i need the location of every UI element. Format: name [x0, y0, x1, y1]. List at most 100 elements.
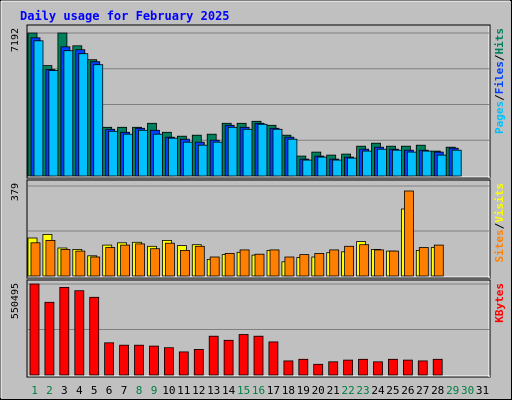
legend-entry: Visits	[493, 183, 506, 223]
day-label: 12	[192, 384, 205, 397]
bar-sites-day-23	[359, 244, 370, 277]
bar-kbytes-day-8	[134, 344, 144, 376]
day-label: 6	[106, 384, 113, 397]
bar-sites-day-19	[299, 254, 310, 277]
bar-kbytes-day-3	[59, 286, 70, 376]
day-label: 3	[61, 384, 68, 397]
day-label: 27	[416, 384, 429, 397]
y-max-label: 550495	[10, 283, 21, 319]
day-label: 26	[401, 384, 414, 397]
bar-kbytes-day-15	[238, 334, 249, 376]
legend-entry: KBytes	[493, 283, 506, 323]
bar-pages-day-14	[227, 126, 238, 177]
bar-sites-day-21	[329, 249, 340, 277]
bar-pages-day-1	[33, 40, 44, 177]
bar-sites-day-18	[284, 256, 295, 277]
bar-pages-day-4	[78, 53, 89, 177]
bar-pages-day-13	[212, 141, 223, 177]
legend-entry: Files	[493, 61, 506, 94]
bar-pages-day-11	[182, 141, 193, 177]
day-label: 17	[267, 384, 280, 397]
bar-kbytes-day-9	[149, 345, 159, 376]
bar-kbytes-day-20	[313, 363, 324, 376]
bar-pages-day-18	[287, 138, 298, 177]
bar-kbytes-day-4	[74, 290, 85, 376]
day-label: 24	[371, 384, 385, 397]
bar-kbytes-day-24	[373, 361, 383, 376]
day-label: 22	[341, 384, 354, 397]
x-axis-day-labels: 1 2 3 4 5 6 7 8 9 10 11 12 13 14 15 16 17 18 19 20 21 22 23 24 2…	[31, 384, 489, 397]
bar-pages-day-28	[436, 154, 447, 177]
day-label: 4	[76, 384, 83, 397]
bar-kbytes-day-17	[268, 341, 279, 376]
day-label: 20	[312, 384, 325, 397]
bar-sites-day-5	[90, 256, 101, 277]
bar-kbytes-day-11	[178, 351, 189, 376]
bar-kbytes-day-26	[402, 359, 413, 376]
day-label: 18	[282, 384, 295, 397]
day-label: 10	[162, 384, 175, 397]
bar-kbytes-day-12	[193, 348, 204, 376]
bar-pages-day-7	[123, 133, 133, 177]
bar-kbytes-day-21	[328, 361, 339, 376]
legend-entry: /	[493, 222, 506, 229]
bar-sites-day-25	[389, 250, 399, 277]
bar-pages-day-2	[48, 70, 59, 177]
bar-sites-day-15	[239, 249, 250, 277]
bar-pages-day-22	[347, 157, 358, 177]
legend-entry: Pages	[493, 101, 506, 134]
day-label: 21	[327, 384, 340, 397]
day-label: 29	[446, 384, 459, 397]
bar-sites-day-16	[254, 253, 265, 277]
day-label: 8	[136, 384, 143, 397]
bar-sites-day-8	[135, 243, 145, 277]
bar-pages-day-19	[302, 159, 313, 177]
day-label: 23	[356, 384, 369, 397]
bar-kbytes-day-27	[417, 360, 428, 376]
day-label: 5	[91, 384, 98, 397]
bar-sites-day-27	[418, 247, 429, 277]
bar-pages-day-6	[108, 130, 119, 177]
bar-sites-day-24	[374, 249, 384, 277]
bar-pages-day-24	[377, 148, 387, 177]
bar-pages-day-10	[167, 137, 178, 177]
bar-pages-day-12	[197, 144, 208, 177]
bar-pages-day-21	[332, 159, 343, 177]
chart-title: Daily usage for February 2025	[20, 9, 230, 23]
bar-kbytes-day-19	[298, 358, 309, 376]
bar-pages-day-5	[93, 64, 104, 177]
bar-sites-day-6	[105, 247, 116, 277]
bar-pages-day-25	[392, 149, 402, 177]
day-label: 11	[177, 384, 190, 397]
day-label: 31	[476, 384, 489, 397]
bar-sites-day-3	[60, 248, 71, 277]
day-label: 30	[461, 384, 474, 397]
legend-entry: Sites	[493, 229, 506, 262]
bar-pages-day-26	[406, 151, 417, 177]
legend-entry: /	[493, 54, 506, 61]
bar-kbytes-day-18	[283, 360, 294, 376]
bar-kbytes-day-5	[89, 296, 100, 376]
bar-kbytes-day-25	[387, 358, 398, 376]
bar-sites-day-26	[403, 190, 414, 277]
bar-sites-day-9	[150, 248, 160, 277]
panel-kbytes: 550495 KBytes	[10, 279, 506, 378]
bar-pages-day-29	[451, 149, 462, 177]
bar-sites-day-11	[179, 249, 190, 277]
panel-visits-sites: 379 Sites/Visits	[10, 179, 506, 279]
bar-kbytes-day-22	[343, 359, 354, 376]
day-label: 16	[252, 384, 265, 397]
day-label: 9	[151, 384, 158, 397]
bar-kbytes-day-14	[223, 339, 234, 376]
y-max-label: 7192	[10, 28, 21, 52]
bar-sites-day-4	[75, 250, 86, 277]
bar-sites-day-1	[30, 242, 41, 277]
bar-kbytes-day-2	[44, 301, 55, 376]
day-label: 13	[207, 384, 220, 397]
day-label: 25	[386, 384, 399, 397]
legend: Sites/Visits	[493, 183, 506, 263]
day-label: 19	[297, 384, 310, 397]
bar-kbytes-day-10	[163, 347, 174, 376]
bar-kbytes-day-6	[104, 342, 114, 376]
